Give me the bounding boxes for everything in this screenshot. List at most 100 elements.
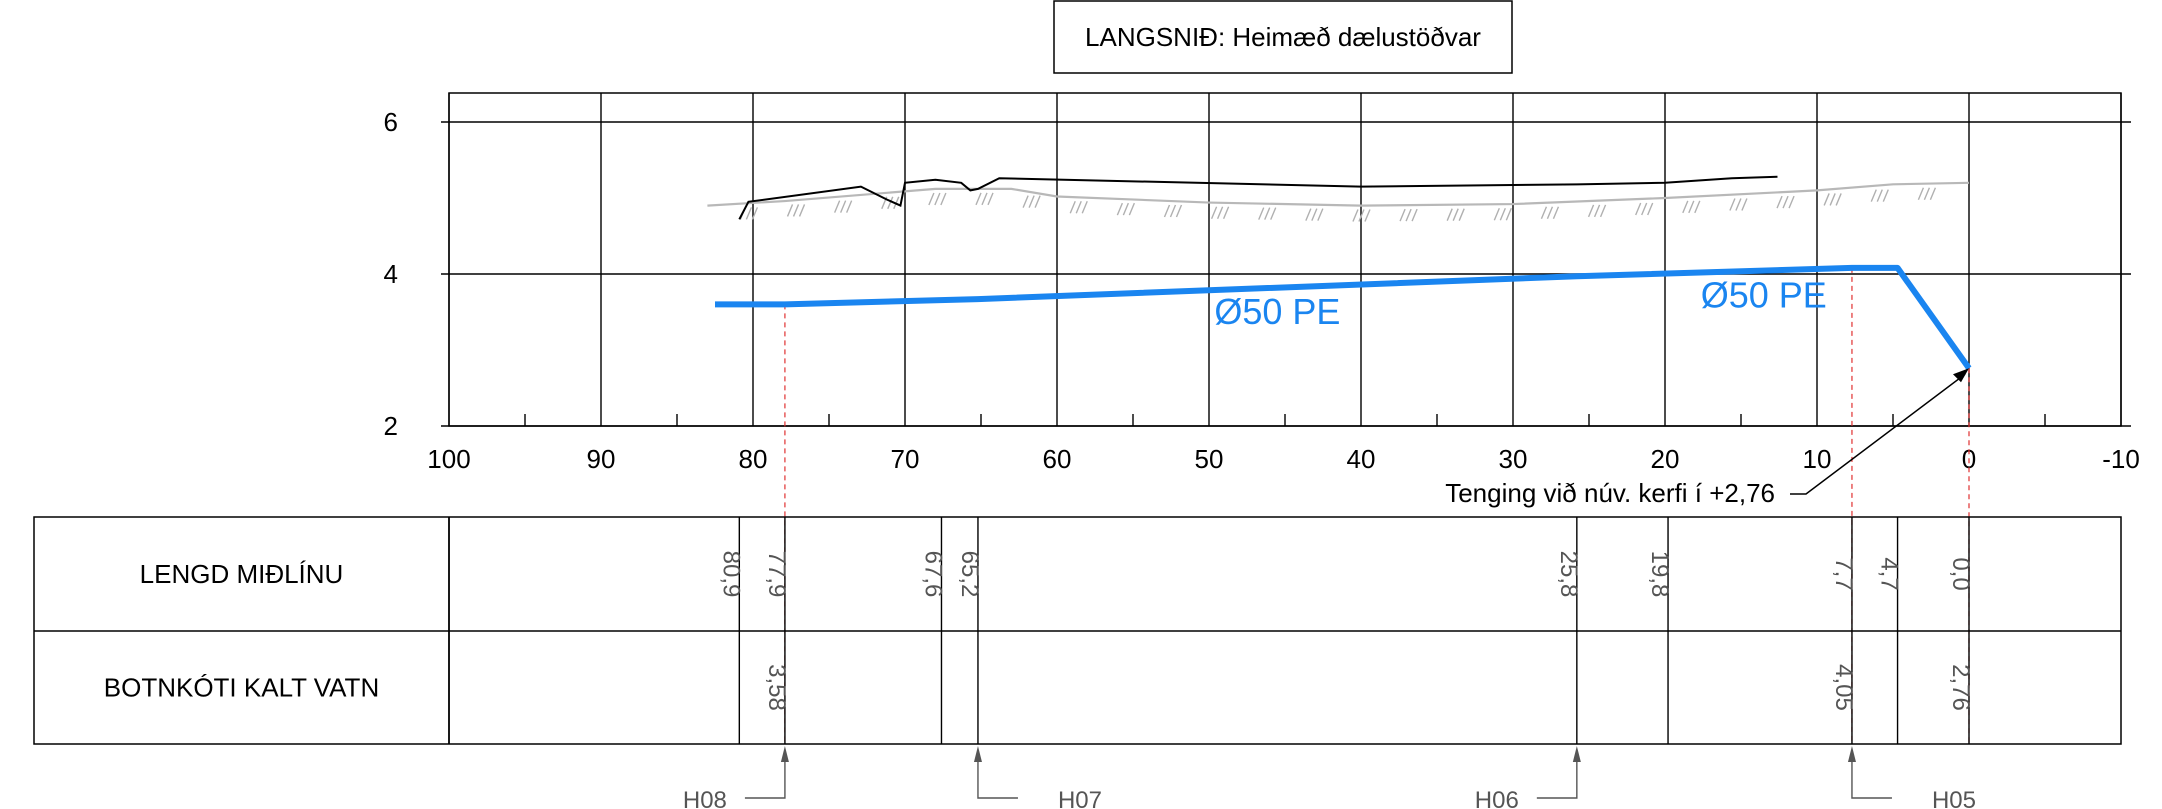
hatch-stroke <box>1735 198 1742 211</box>
h-marker-leader <box>1851 760 1892 799</box>
hatch-stroke <box>1034 195 1041 208</box>
hatch-stroke <box>1587 204 1595 218</box>
h-marker-arrowhead <box>973 746 982 762</box>
hatch-stroke <box>1305 208 1312 221</box>
annotation-leader <box>1790 373 1966 495</box>
lengd-value: 0,0 <box>1947 557 1974 590</box>
hatch-stroke <box>751 207 759 220</box>
existing-ground-line <box>707 181 1970 207</box>
hatch-stroke <box>1923 187 1931 200</box>
hatch-stroke <box>792 204 800 217</box>
hatch-stroke <box>833 200 841 213</box>
hatch-stroke <box>1222 206 1230 219</box>
hatch-stroke <box>1258 207 1265 220</box>
hatch-stroke <box>1364 209 1371 222</box>
hatch-stroke <box>1116 202 1124 216</box>
lengd-value: 19,8 <box>1646 551 1673 598</box>
hatch-stroke <box>1270 207 1277 220</box>
hatch-stroke <box>1876 189 1883 202</box>
hatch-stroke <box>1216 206 1224 219</box>
hatch-stroke <box>1458 208 1465 221</box>
x-tick-label: 60 <box>1043 444 1072 474</box>
hatch-stroke <box>1929 187 1937 200</box>
hatch-stroke <box>1694 200 1701 214</box>
hatch-stroke <box>1782 195 1789 209</box>
h-marker-leader <box>1536 760 1578 799</box>
lengd-value: 80,9 <box>717 551 744 598</box>
hatch-stroke <box>1635 202 1642 216</box>
hatch-stroke <box>1829 193 1836 206</box>
h-marker-label: H06 <box>1475 787 1519 809</box>
h-marker-label: H07 <box>1058 787 1102 809</box>
hatch-stroke <box>1352 209 1359 222</box>
hatch-stroke <box>1169 204 1177 218</box>
lengd-value: 25,8 <box>1555 551 1582 598</box>
h-marker-leader <box>977 760 1018 799</box>
lengd-value: 65,2 <box>956 551 983 598</box>
ground-hatching <box>739 187 1937 222</box>
x-tick-label: 30 <box>1499 444 1528 474</box>
x-tick-label: 20 <box>1651 444 1680 474</box>
botnkoti-value: 2,76 <box>1947 664 1974 711</box>
ground-surface-line <box>738 175 1778 220</box>
h-marker-label: H05 <box>1932 787 1976 809</box>
row-label-botnkoti: BOTNKÓTI KALT VATN <box>104 673 379 703</box>
hatch-stroke <box>1075 200 1082 214</box>
hatch-stroke <box>1446 208 1453 221</box>
hatch-stroke <box>1682 200 1689 214</box>
x-tick-label: 10 <box>1803 444 1832 474</box>
x-tick-label: 50 <box>1195 444 1224 474</box>
h-markers: H08 H07 H06 H05 <box>683 746 1976 809</box>
hatch-stroke <box>934 192 941 206</box>
y-tick-label: 4 <box>384 259 398 289</box>
hatch-stroke <box>1022 195 1029 208</box>
hatch-stroke <box>1776 195 1783 209</box>
annotation-arrowhead <box>1953 368 1969 383</box>
hatch-stroke <box>1317 208 1324 221</box>
lengd-value: 67,6 <box>919 551 946 598</box>
hatch-stroke <box>1882 189 1889 202</box>
hatch-stroke <box>1540 206 1548 220</box>
hatch-stroke <box>975 192 982 206</box>
hatch-stroke <box>1163 204 1171 218</box>
hatch-stroke <box>887 196 894 210</box>
h-marker-arrowhead <box>1572 746 1581 762</box>
hatch-stroke <box>839 200 847 213</box>
y-tick-label: 2 <box>384 411 398 441</box>
hatch-stroke <box>987 192 994 206</box>
hatch-stroke <box>798 204 806 217</box>
hatch-stroke <box>1593 204 1601 218</box>
drawing-title: LANGSNIÐ: Heimæð dælustöðvar <box>1085 22 1481 52</box>
pipe-label: Ø50 PE <box>1701 274 1827 315</box>
pipe-line <box>715 264 1972 370</box>
hatch-stroke <box>1688 200 1695 214</box>
hatch-stroke <box>1081 200 1088 214</box>
lengd-value: 7,7 <box>1830 557 1857 590</box>
hatch-stroke <box>1411 208 1418 222</box>
hatch-stroke <box>981 192 988 206</box>
hatch-stroke <box>1311 208 1318 221</box>
hatch-stroke <box>845 200 853 213</box>
hatch-stroke <box>1122 202 1130 216</box>
h-marker-arrowhead <box>1847 746 1856 762</box>
lengd-value: 77,9 <box>763 551 790 598</box>
hatch-stroke <box>1069 200 1076 214</box>
hatch-stroke <box>1399 208 1406 222</box>
hatch-stroke <box>1741 198 1748 211</box>
hatch-stroke <box>1028 195 1035 208</box>
x-tick-label: 80 <box>739 444 768 474</box>
hatch-stroke <box>1641 202 1648 216</box>
title-box <box>1053 0 1513 74</box>
h-marker-label: H08 <box>683 787 727 809</box>
hatch-stroke <box>1823 193 1830 206</box>
hatch-stroke <box>1264 207 1271 220</box>
connection-annotation: Tenging við núv. kerfi í +2,76 <box>1445 478 1775 508</box>
hatch-stroke <box>940 192 947 206</box>
botnkoti-value: 4,05 <box>1830 664 1857 711</box>
hatch-stroke <box>1788 195 1795 209</box>
hatch-stroke <box>1499 207 1506 221</box>
hatch-stroke <box>1599 204 1607 218</box>
x-tick-label: 90 <box>587 444 616 474</box>
plot-frame <box>448 92 2122 427</box>
